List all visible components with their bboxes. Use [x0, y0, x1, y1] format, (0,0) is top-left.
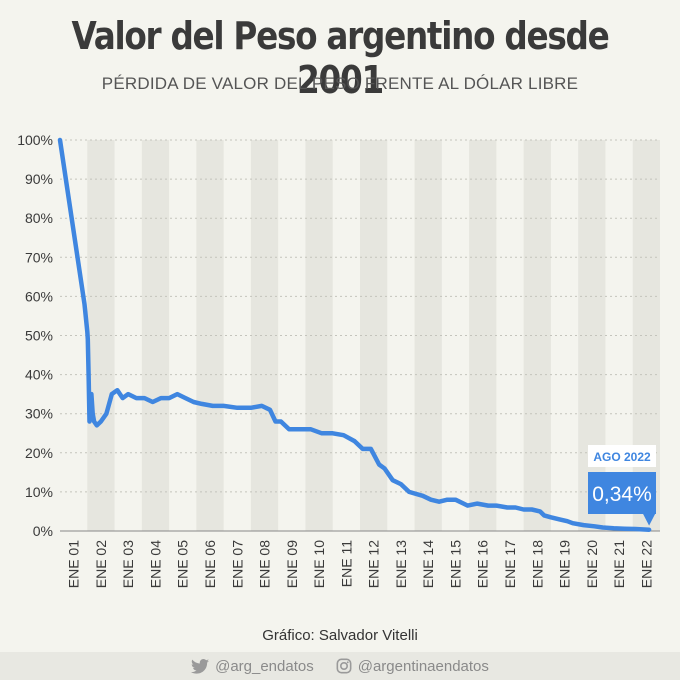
x-tick-label: ENE 01 — [66, 540, 82, 588]
y-axis: 0% 10% 20% 30% 40% 50% 60% 70% 80% 90% 100% — [17, 132, 53, 539]
callout-date: AGO 2022 — [593, 450, 651, 464]
y-tick-label: 40% — [25, 367, 53, 383]
y-tick-label: 70% — [25, 249, 53, 265]
callout-pointer — [643, 514, 656, 526]
x-tick-label: ENE 10 — [311, 540, 327, 588]
twitter-icon — [191, 658, 210, 674]
x-tick-label: ENE 20 — [584, 540, 600, 588]
year-band — [469, 140, 497, 531]
x-tick-label: ENE 14 — [420, 540, 436, 588]
chart-subtitle: PÉRDIDA DE VALOR DEL PESO FRENTE AL DÓLA… — [101, 74, 579, 93]
line-chart: 0% 10% 20% 30% 40% 50% 60% 70% 80% 90% 100% ENE 01… — [17, 132, 660, 588]
y-tick-label: 50% — [25, 328, 53, 344]
footer-instagram[interactable]: @argentinaendatos — [336, 658, 489, 675]
x-tick-label: ENE 16 — [475, 540, 491, 588]
x-tick-label: ENE 07 — [229, 540, 245, 588]
x-tick-label: ENE 09 — [284, 540, 300, 588]
callout-date-box — [588, 445, 656, 467]
value-callout: AGO 2022 0,34% — [588, 445, 656, 526]
series-layer — [57, 137, 652, 532]
y-tick-label: 10% — [25, 484, 53, 500]
x-tick-label: ENE 13 — [393, 540, 409, 588]
instagram-icon — [336, 658, 352, 674]
callout-value-box — [588, 472, 656, 514]
y-tick-label: 20% — [25, 445, 53, 461]
x-tick-label: ENE 02 — [93, 540, 109, 588]
x-tick-label: ENE 12 — [366, 540, 382, 588]
y-tick-label: 90% — [25, 171, 53, 187]
year-band-layer — [87, 140, 660, 531]
y-tick-label: 60% — [25, 288, 53, 304]
year-band — [414, 140, 442, 531]
x-tick-label: ENE 22 — [638, 540, 654, 588]
x-tick-label: ENE 19 — [557, 540, 573, 588]
x-tick-label: ENE 17 — [502, 540, 518, 588]
chart-credit: Gráfico: Salvador Vitelli — [262, 627, 418, 644]
callout-value: 0,34% — [592, 483, 652, 506]
y-tick-label: 0% — [33, 523, 53, 539]
y-tick-label: 30% — [25, 406, 53, 422]
footer-bar: @arg_endatos @argentinaendatos — [0, 652, 680, 680]
x-tick-label: ENE 11 — [338, 540, 354, 587]
chart-title: Valor del Peso argentino desde 2001 — [71, 14, 609, 102]
x-tick-label: ENE 05 — [175, 540, 191, 588]
x-tick-label: ENE 06 — [202, 540, 218, 588]
y-tick-label: 80% — [25, 210, 53, 226]
year-band — [360, 140, 388, 531]
year-band — [305, 140, 333, 531]
gridline-layer — [60, 139, 660, 532]
instagram-handle: @argentinaendatos — [357, 657, 489, 675]
x-tick-label: ENE 15 — [447, 540, 463, 588]
twitter-handle: @arg_endatos — [215, 657, 314, 675]
x-tick-label: ENE 04 — [147, 540, 163, 588]
footer-twitter[interactable]: @arg_endatos — [191, 658, 314, 675]
x-tick-label: ENE 03 — [120, 540, 136, 588]
series-line — [57, 137, 652, 532]
x-tick-label: ENE 18 — [529, 540, 545, 588]
y-tick-label: 100% — [17, 132, 53, 148]
x-axis: ENE 01 ENE 02 ENE 03 ENE 04 ENE 05 ENE 06 ENE … — [66, 540, 655, 588]
x-tick-label: ENE 21 — [611, 540, 627, 588]
x-tick-label: ENE 08 — [257, 540, 273, 588]
